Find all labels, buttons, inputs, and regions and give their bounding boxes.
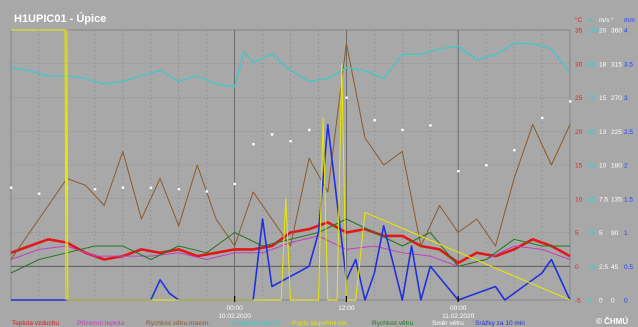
axis-tick-label: 90 xyxy=(611,230,619,237)
axis-tick-label: 88 xyxy=(588,61,596,68)
axis-tick-label: 30 xyxy=(575,61,583,68)
legend-entry: Popis stupeňmi cel. xyxy=(292,320,349,327)
axis-tick-label: 5 xyxy=(575,230,579,237)
x-tick-time: 00:00 xyxy=(226,305,243,312)
credit-label: © ČHMÚ xyxy=(596,317,628,326)
point-smer-vetru xyxy=(401,128,404,132)
legend-entry: Teplota vzduchu xyxy=(12,320,59,327)
axis-tick-label: 225 xyxy=(611,129,622,136)
legend-entry: Rychlost větru xyxy=(372,320,414,327)
axis-tick-label: 15 xyxy=(599,95,607,102)
axis-tick-label: 1.5 xyxy=(624,196,633,203)
axis-layer: °C35302520151050-5%100887563503825130m/s… xyxy=(575,16,635,305)
point-smer-vetru xyxy=(541,116,544,120)
axis-tick-label: 360 xyxy=(611,28,622,35)
axis-tick-label: 75 xyxy=(588,95,596,102)
series-line-rychlost-vetru xyxy=(10,218,570,274)
point-smer-vetru xyxy=(457,170,460,173)
point-smer-vetru xyxy=(37,192,41,195)
axis-tick-label: 2.5 xyxy=(624,129,633,136)
point-smer-vetru xyxy=(10,186,13,189)
point-smer-vetru xyxy=(121,186,125,189)
point-smer-vetru xyxy=(485,164,488,167)
axis-tick-label: 3.5 xyxy=(624,61,633,68)
axis-unit-label: % xyxy=(588,17,594,24)
point-smer-vetru xyxy=(270,133,274,136)
point-smer-vetru xyxy=(373,119,376,122)
chart-title: H1UPIC01 - Úpice xyxy=(14,12,106,25)
axis-tick-label: 13 xyxy=(588,264,596,271)
axis-tick-label: 180 xyxy=(611,163,622,170)
axis-tick-label: 0 xyxy=(624,298,628,305)
axis-tick-label: 2.5 xyxy=(599,264,608,271)
x-tick-date: 11.02.2020 xyxy=(442,313,474,320)
axis-unit-label: mm xyxy=(624,17,635,24)
axis-tick-label: 270 xyxy=(611,95,622,102)
axis-tick-label: 45 xyxy=(611,264,619,271)
axis-tick-label: 0 xyxy=(599,298,603,305)
series-line-popis-stupenmi-cel xyxy=(11,29,571,301)
axis-tick-label: 135 xyxy=(611,196,622,203)
legend-entry: Rychlost větru maxim. xyxy=(146,320,210,327)
x-tick-time: 00:00 xyxy=(450,305,467,312)
x-tick-date: 10.02.2020 xyxy=(218,313,251,320)
axis-tick-label: 20 xyxy=(599,28,607,35)
legend: Teplota vzduchu Přízemní teplota Rychlost … xyxy=(12,320,525,327)
series-layer xyxy=(10,29,572,301)
axis-tick-label: 0 xyxy=(611,298,615,305)
axis-tick-label: 1 xyxy=(624,230,628,237)
axis-tick-label: 0 xyxy=(588,298,592,305)
x-tick-time: 12:00 xyxy=(338,305,355,312)
legend-entry: Relativní vlhkost xyxy=(232,320,280,327)
axis-tick-label: 0.5 xyxy=(624,264,633,271)
series-line-teplota-vzduchu xyxy=(10,221,571,265)
point-smer-vetru xyxy=(252,143,255,146)
legend-entry: Směr větru xyxy=(432,320,464,327)
point-smer-vetru xyxy=(289,140,292,143)
axis-tick-label: 10 xyxy=(599,163,607,170)
axis-tick-label: 100 xyxy=(588,28,599,35)
point-smer-vetru xyxy=(345,96,348,99)
axis-tick-label: 10 xyxy=(575,196,583,203)
point-smer-vetru xyxy=(513,149,516,152)
axis-tick-label: 63 xyxy=(588,129,596,136)
axis-unit-label: ° xyxy=(611,16,614,24)
axis-tick-label: -5 xyxy=(575,298,581,305)
axis-tick-label: 20 xyxy=(575,129,583,136)
point-smer-vetru xyxy=(308,128,311,132)
point-smer-vetru xyxy=(429,124,432,127)
axis-tick-label: 4 xyxy=(624,28,628,35)
axis-tick-label: 50 xyxy=(588,163,596,170)
axis-tick-label: 315 xyxy=(611,61,622,68)
axis-tick-label: 2 xyxy=(624,163,628,170)
axis-tick-label: 25 xyxy=(588,230,596,237)
axis-tick-label: 38 xyxy=(588,196,596,203)
axis-tick-label: 7.5 xyxy=(599,196,608,203)
legend-entry: Přízemní teplota xyxy=(77,320,125,327)
series-line-rychlost-vetru-maxim xyxy=(10,43,571,260)
point-smer-vetru xyxy=(93,188,97,191)
axis-tick-label: 15 xyxy=(575,163,583,170)
axis-tick-label: 35 xyxy=(575,28,583,35)
point-smer-vetru xyxy=(149,186,153,189)
axis-tick-label: 25 xyxy=(575,95,583,102)
point-smer-vetru xyxy=(569,100,572,103)
axis-tick-label: 18 xyxy=(599,61,607,68)
axis-tick-label: 13 xyxy=(599,129,607,136)
point-smer-vetru xyxy=(233,182,236,186)
axis-tick-label: 3 xyxy=(624,95,628,102)
axis-unit-label: °C xyxy=(575,16,583,24)
point-smer-vetru xyxy=(177,188,181,191)
point-smer-vetru xyxy=(205,190,209,193)
legend-entry: Srážky za 10 min xyxy=(475,320,525,327)
axis-unit-label: m/s xyxy=(599,17,610,24)
series-line-relativni-vlhkost xyxy=(10,42,571,88)
axis-tick-label: 5 xyxy=(599,230,603,237)
axis-tick-label: 0 xyxy=(575,264,579,271)
